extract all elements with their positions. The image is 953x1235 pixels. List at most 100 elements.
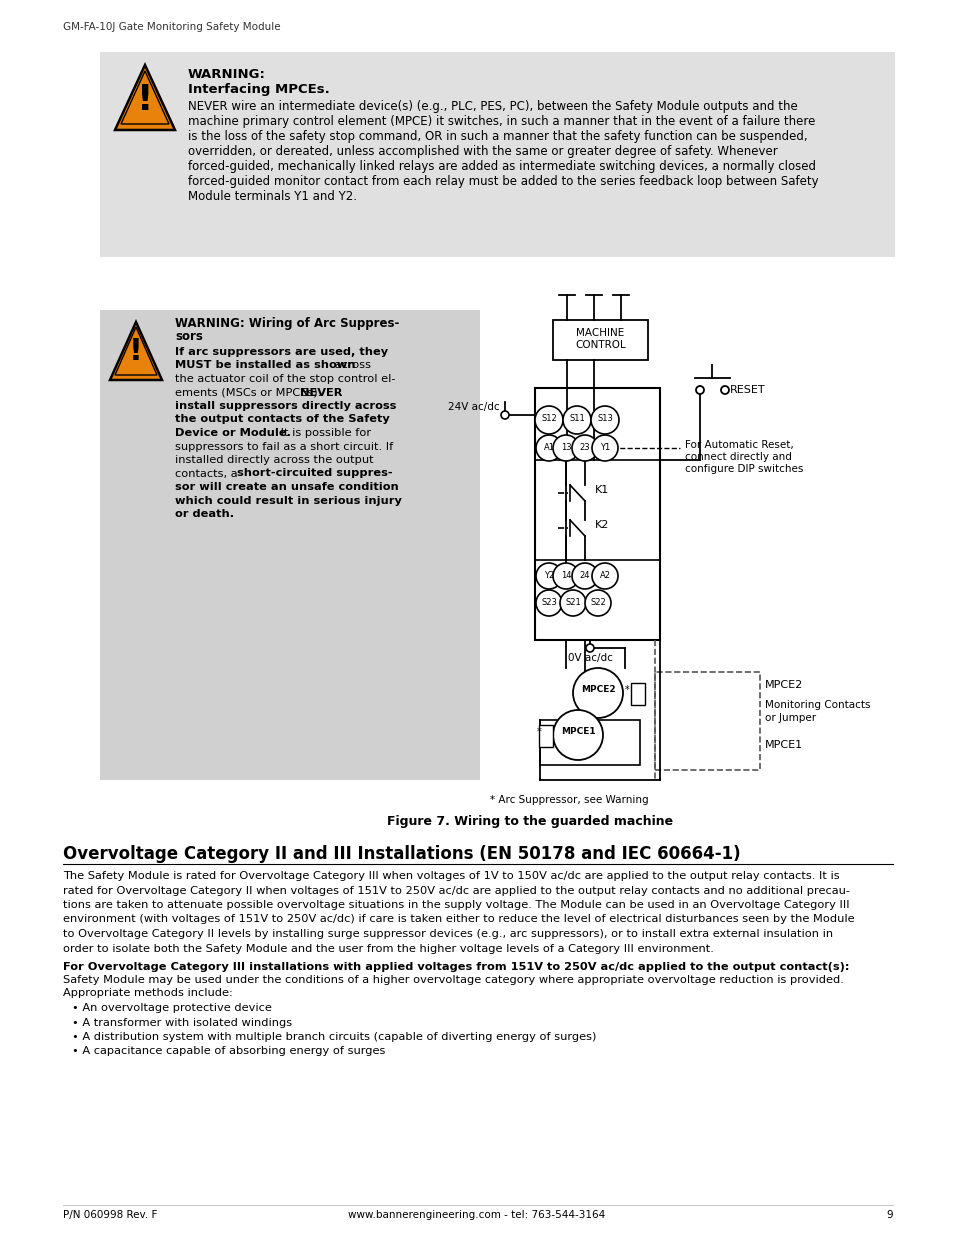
Text: P/N 060998 Rev. F: P/N 060998 Rev. F (63, 1210, 157, 1220)
Text: The Safety Module is rated for Overvoltage Category III when voltages of 1V to 1: The Safety Module is rated for Overvolta… (63, 871, 839, 881)
Circle shape (553, 563, 578, 589)
Text: A2: A2 (598, 571, 610, 580)
Text: GM-FA-10J Gate Monitoring Safety Module: GM-FA-10J Gate Monitoring Safety Module (63, 22, 280, 32)
Text: !: ! (136, 83, 153, 117)
Text: Interfacing MPCEs.: Interfacing MPCEs. (188, 83, 330, 96)
Text: Monitoring Contacts: Monitoring Contacts (764, 700, 869, 710)
Text: across: across (331, 361, 371, 370)
Circle shape (590, 406, 618, 433)
Text: 14: 14 (560, 571, 571, 580)
Text: which could result in serious injury: which could result in serious injury (174, 495, 401, 505)
Text: installed directly across the output: installed directly across the output (174, 454, 374, 466)
Text: 9: 9 (885, 1210, 892, 1220)
Text: K1: K1 (595, 485, 609, 495)
Text: install suppressors directly across: install suppressors directly across (174, 401, 395, 411)
Text: • A capacitance capable of absorbing energy of surges: • A capacitance capable of absorbing ene… (71, 1046, 385, 1056)
FancyBboxPatch shape (100, 52, 894, 257)
Text: 0V ac/dc: 0V ac/dc (567, 653, 612, 663)
Polygon shape (115, 65, 174, 130)
FancyBboxPatch shape (553, 320, 647, 359)
Text: connect directly and: connect directly and (684, 452, 791, 462)
Circle shape (696, 387, 703, 394)
Text: 13: 13 (560, 443, 571, 452)
Text: forced-guided, mechanically linked relays are added as intermediate switching de: forced-guided, mechanically linked relay… (188, 161, 815, 173)
Circle shape (584, 590, 610, 616)
FancyBboxPatch shape (538, 725, 553, 747)
Text: MPCE1: MPCE1 (560, 727, 595, 736)
FancyBboxPatch shape (100, 310, 479, 781)
Text: order to isolate both the Safety Module and the user from the higher voltage lev: order to isolate both the Safety Module … (63, 944, 713, 953)
Text: contacts, a: contacts, a (174, 468, 241, 478)
FancyBboxPatch shape (535, 388, 659, 640)
Circle shape (536, 435, 561, 461)
Text: Y1: Y1 (599, 443, 610, 452)
Circle shape (572, 563, 598, 589)
Text: or Jumper: or Jumper (764, 713, 815, 722)
Text: !: ! (129, 337, 143, 366)
Text: machine primary control element (MPCE) it switches, in such a manner that in the: machine primary control element (MPCE) i… (188, 115, 815, 128)
Text: Overvoltage Category II and III Installations (EN 50178 and IEC 60664-1): Overvoltage Category II and III Installa… (63, 845, 740, 863)
Text: RESET: RESET (729, 385, 765, 395)
Text: configure DIP switches: configure DIP switches (684, 464, 802, 474)
Circle shape (720, 387, 728, 394)
Circle shape (562, 406, 590, 433)
Text: • A distribution system with multiple branch circuits (capable of diverting ener: • A distribution system with multiple br… (71, 1032, 596, 1042)
Circle shape (592, 563, 618, 589)
Text: S11: S11 (569, 414, 584, 424)
Text: the actuator coil of the stop control el-: the actuator coil of the stop control el… (174, 374, 395, 384)
Circle shape (536, 590, 561, 616)
Text: suppressors to fail as a short circuit. If: suppressors to fail as a short circuit. … (174, 441, 393, 452)
Circle shape (553, 710, 602, 760)
Text: 24V ac/dc: 24V ac/dc (448, 403, 499, 412)
Text: overridden, or dereated, unless accomplished with the same or greater degree of : overridden, or dereated, unless accompli… (188, 144, 777, 158)
Text: • A transformer with isolated windings: • A transformer with isolated windings (71, 1018, 292, 1028)
Text: 23: 23 (579, 443, 590, 452)
Text: A1: A1 (543, 443, 554, 452)
Text: ements (MSCs or MPCEs).: ements (MSCs or MPCEs). (174, 388, 325, 398)
Circle shape (573, 668, 622, 718)
Text: Module terminals Y1 and Y2.: Module terminals Y1 and Y2. (188, 190, 356, 203)
Text: forced-guided monitor contact from each relay must be added to the series feedba: forced-guided monitor contact from each … (188, 175, 818, 188)
Circle shape (553, 435, 578, 461)
Text: 24: 24 (579, 571, 590, 580)
Text: NEVER: NEVER (299, 388, 342, 398)
Text: * Arc Suppressor, see Warning: * Arc Suppressor, see Warning (490, 795, 648, 805)
Text: Device or Module.: Device or Module. (174, 429, 291, 438)
Circle shape (500, 411, 509, 419)
Text: to Overvoltage Category II levels by installing surge suppressor devices (e.g., : to Overvoltage Category II levels by ins… (63, 929, 832, 939)
Text: MPCE1: MPCE1 (764, 740, 802, 750)
Text: tions are taken to attenuate possible overvoltage situations in the supply volta: tions are taken to attenuate possible ov… (63, 900, 849, 910)
Text: K2: K2 (595, 520, 609, 530)
Text: MPCE2: MPCE2 (764, 680, 802, 690)
Circle shape (559, 590, 585, 616)
Text: NEVER wire an intermediate device(s) (e.g., PLC, PES, PC), between the Safety Mo: NEVER wire an intermediate device(s) (e.… (188, 100, 797, 112)
Text: For Automatic Reset,: For Automatic Reset, (684, 440, 793, 450)
Text: It is possible for: It is possible for (276, 429, 371, 438)
Text: is the loss of the safety stop command, OR in such a manner that the safety func: is the loss of the safety stop command, … (188, 130, 807, 143)
Text: environment (with voltages of 151V to 250V ac/dc) if care is taken either to red: environment (with voltages of 151V to 25… (63, 914, 854, 925)
Circle shape (535, 406, 562, 433)
Text: S21: S21 (564, 598, 580, 606)
Text: sors: sors (174, 330, 203, 343)
FancyBboxPatch shape (630, 683, 644, 705)
Text: MUST be installed as shown: MUST be installed as shown (174, 361, 355, 370)
Text: *: * (624, 685, 629, 695)
Text: S13: S13 (597, 414, 612, 424)
Text: rated for Overvoltage Category II when voltages of 151V to 250V ac/dc are applie: rated for Overvoltage Category II when v… (63, 885, 849, 895)
Text: *: * (537, 727, 541, 737)
Text: CONTROL: CONTROL (575, 340, 625, 350)
Text: • An overvoltage protective device: • An overvoltage protective device (71, 1003, 272, 1013)
Text: Appropriate methods include:: Appropriate methods include: (63, 988, 233, 998)
Circle shape (536, 563, 561, 589)
Text: the output contacts of the Safety: the output contacts of the Safety (174, 415, 390, 425)
Text: Figure 7. Wiring to the guarded machine: Figure 7. Wiring to the guarded machine (387, 815, 673, 827)
Text: Y2: Y2 (543, 571, 554, 580)
Text: WARNING:: WARNING: (188, 68, 266, 82)
FancyBboxPatch shape (655, 672, 760, 769)
Text: S22: S22 (590, 598, 605, 606)
FancyBboxPatch shape (539, 720, 639, 764)
Text: Safety Module may be used under the conditions of a higher overvoltage category : Safety Module may be used under the cond… (63, 974, 843, 986)
Text: www.bannerengineering.com - tel: 763-544-3164: www.bannerengineering.com - tel: 763-544… (348, 1210, 605, 1220)
Text: MACHINE: MACHINE (576, 329, 624, 338)
Text: MPCE2: MPCE2 (580, 685, 615, 694)
